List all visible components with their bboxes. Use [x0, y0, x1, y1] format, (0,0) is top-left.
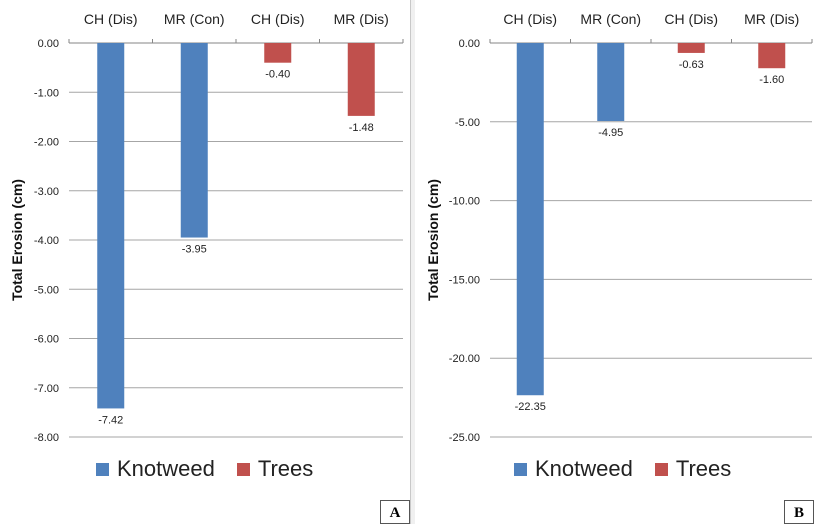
data-label: -0.40	[265, 69, 290, 81]
data-label: -3.95	[182, 244, 207, 256]
data-label: -22.35	[515, 401, 546, 413]
legend-label-knotweed: Knotweed	[535, 456, 633, 481]
x-category-label: MR (Con)	[164, 11, 225, 27]
y-tick-label: -25.00	[449, 432, 480, 444]
panel-divider	[410, 0, 415, 524]
x-category-label: MR (Dis)	[744, 11, 799, 27]
panel-label-b: B	[784, 500, 814, 524]
legend-b: Knotweed Trees	[514, 456, 753, 482]
x-category-label: CH (Dis)	[84, 11, 138, 27]
x-category-label: CH (Dis)	[503, 11, 557, 27]
data-label: -0.63	[679, 59, 704, 71]
x-category-label: MR (Con)	[580, 11, 641, 27]
x-category-label: MR (Dis)	[334, 11, 389, 27]
y-tick-label: -1.00	[34, 87, 59, 99]
y-tick-label: -4.00	[34, 235, 59, 247]
y-tick-label: -7.00	[34, 383, 59, 395]
chart-b-svg: 0.00 -5.00 -10.00 -15.00 -20.00 -25.00 CH (Dis…	[425, 11, 813, 444]
legend-label-trees: Trees	[675, 456, 732, 481]
bar	[347, 43, 375, 116]
x-category-label: CH (Dis)	[251, 11, 305, 27]
y-tick-label: -5.00	[455, 117, 480, 129]
legend-swatch-trees	[236, 462, 250, 476]
legend-item-knotweed: Knotweed	[514, 456, 633, 482]
legend-item-trees: Trees	[236, 456, 314, 482]
data-label: -1.48	[349, 122, 374, 134]
y-tick-label: -15.00	[449, 274, 480, 286]
y-tick-label: 0.00	[38, 38, 59, 50]
bar	[264, 43, 292, 63]
chart-a-svg: 0.00 -1.00 -2.00 -3.00 -4.00 -5.00 -6.00 -7.00 -…	[9, 11, 404, 444]
legend-item-trees: Trees	[654, 456, 732, 482]
legend-label-knotweed: Knotweed	[117, 456, 215, 481]
y-axis-title: Total Erosion (cm)	[9, 179, 25, 301]
legend-a: Knotweed Trees	[96, 456, 335, 482]
bar	[97, 43, 125, 409]
legend-label-trees: Trees	[257, 456, 314, 481]
bar	[180, 43, 208, 238]
bar	[758, 43, 786, 69]
legend-swatch-knotweed	[96, 462, 109, 476]
data-label: -7.42	[98, 414, 123, 426]
y-tick-label: -2.00	[34, 137, 59, 149]
chart-panel-b: 0.00 -5.00 -10.00 -15.00 -20.00 -25.00 CH (Dis…	[416, 0, 815, 524]
panel-label-a: A	[380, 500, 410, 524]
legend-item-knotweed: Knotweed	[96, 456, 215, 482]
data-label: -1.60	[759, 74, 784, 86]
chart-panel-a: 0.00 -1.00 -2.00 -3.00 -4.00 -5.00 -6.00 -7.00 -…	[9, 11, 410, 524]
bar	[516, 43, 544, 396]
bar	[597, 43, 625, 122]
legend-swatch-knotweed	[514, 462, 527, 476]
y-tick-label: -8.00	[34, 432, 59, 444]
y-tick-label: -10.00	[449, 196, 480, 208]
y-tick-label: 0.00	[459, 38, 480, 50]
legend-swatch-trees	[654, 462, 668, 476]
bar	[677, 43, 705, 53]
y-tick-label: -3.00	[34, 186, 59, 198]
y-axis-title: Total Erosion (cm)	[425, 179, 441, 301]
x-category-label: CH (Dis)	[664, 11, 718, 27]
y-tick-label: -5.00	[34, 284, 59, 296]
data-label: -4.95	[598, 127, 623, 139]
y-tick-label: -20.00	[449, 353, 480, 365]
y-tick-label: -6.00	[34, 334, 59, 346]
